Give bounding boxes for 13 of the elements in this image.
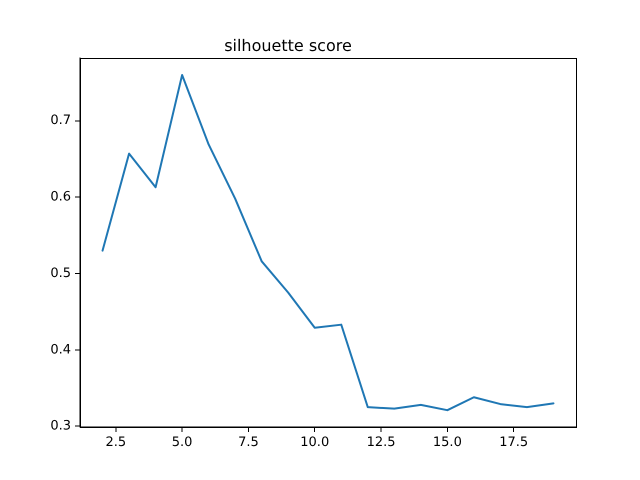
chart-title: silhouette score: [224, 36, 352, 55]
y-tick-label: 0.7: [50, 113, 71, 128]
x-tick-label: 15.0: [432, 435, 462, 450]
y-tick-label: 0.3: [50, 418, 71, 434]
x-tick-label: 2.5: [105, 435, 126, 450]
x-tick-label: 10.0: [300, 435, 330, 450]
x-tick-label: 5.0: [172, 435, 192, 450]
y-tick-label: 0.5: [50, 266, 71, 281]
y-tick-label: 0.4: [50, 342, 71, 358]
x-tick-label: 12.5: [366, 435, 396, 450]
x-tick-label: 7.5: [238, 435, 259, 450]
x-tick-label: 17.5: [499, 435, 528, 450]
y-tick-label: 0.6: [50, 190, 71, 205]
